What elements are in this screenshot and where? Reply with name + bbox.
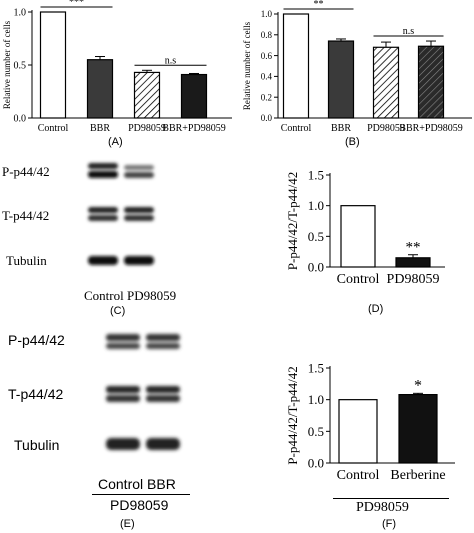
category-label-a: BBR xyxy=(90,123,110,134)
blot-e-row-label-t: T-p44/42 xyxy=(8,386,64,402)
y-axis-label-b: Relative number of cells xyxy=(242,21,252,110)
y-axis-label-f: P-p44/42/T-p44/42 xyxy=(285,366,300,464)
blot-c-row-label-p: P-p44/42 xyxy=(2,164,50,179)
category-label-f: Control xyxy=(337,468,380,483)
y-tick-label-d: 0.5 xyxy=(308,229,324,244)
y-tick-label-f: 0.0 xyxy=(308,456,324,471)
significance-mark-d: ** xyxy=(406,240,421,256)
y-tick-label-a: 0.5 xyxy=(14,61,27,72)
y-tick-label-f: 0.5 xyxy=(308,424,324,439)
category-label-b: BBR xyxy=(331,123,351,134)
bar-a xyxy=(180,73,208,119)
category-label-b: Control xyxy=(281,123,312,134)
chart-f-group-line xyxy=(333,498,449,499)
blot-e-group-line xyxy=(92,494,190,495)
category-label-d: Control xyxy=(337,272,380,287)
chart-f: 0.0 0.5 1.0 1.5 P-p44/42/T-p44/42 Control Berb… xyxy=(285,361,455,483)
blot-c-row-label-tubulin: Tubulin xyxy=(6,253,47,268)
bar-a xyxy=(86,59,114,119)
bar-a xyxy=(133,71,161,119)
panel-label-e: (E) xyxy=(120,518,135,530)
y-tick-label-f: 1.0 xyxy=(308,392,324,407)
blot-e-row-label-tubulin: Tubulin xyxy=(14,437,60,453)
chart-f-group-label: PD98059 xyxy=(356,500,409,515)
blot-e-group-label: PD98059 xyxy=(110,497,169,513)
bar-d xyxy=(395,257,431,268)
panel-label-b: (B) xyxy=(345,136,360,148)
blot-c-image xyxy=(80,155,170,285)
bar-a xyxy=(39,11,67,119)
significance-mark-b: n.s xyxy=(403,26,415,37)
bar-f xyxy=(398,393,438,464)
bar-b xyxy=(282,13,310,119)
category-label-a: PD98059 xyxy=(128,123,166,134)
y-axis-label-a: Relative number of cells xyxy=(2,20,12,109)
category-label-f: Berberine xyxy=(390,468,445,483)
chart-b: 0.0 0.2 0.4 0.6 0.8 1.0 Relative number of cel… xyxy=(242,0,472,134)
y-tick-label-a: 0.0 xyxy=(14,114,27,125)
bar-b xyxy=(327,40,355,119)
panel-label-d: (D) xyxy=(368,303,384,315)
bar-f xyxy=(338,399,378,464)
y-tick-label-d: 0.0 xyxy=(308,260,324,275)
y-tick-label-b: 1.0 xyxy=(261,9,273,19)
panel-label-a: (A) xyxy=(108,136,123,148)
blot-c-row-label-t: T-p44/42 xyxy=(2,208,50,223)
y-tick-label-d: 1.5 xyxy=(308,168,324,183)
bar-b xyxy=(372,46,400,119)
bar-d xyxy=(340,205,376,268)
y-tick-label-a: 1.0 xyxy=(14,8,27,19)
category-label-b: BBR+PD98059 xyxy=(399,123,462,134)
category-label-a: Control xyxy=(38,123,69,134)
blot-e-row-label-p: P-p44/42 xyxy=(8,332,65,348)
bar-b xyxy=(417,45,445,119)
significance-mark-a: n.s xyxy=(165,55,177,66)
y-tick-label-d: 1.0 xyxy=(308,198,324,213)
panel-label-f: (F) xyxy=(382,518,397,530)
y-tick-label-f: 1.5 xyxy=(308,361,324,376)
category-label-b: PD98059 xyxy=(367,123,405,134)
y-tick-label-b: 0.2 xyxy=(261,92,272,102)
significance-mark-b: ** xyxy=(314,0,324,10)
category-label-a: BBR+PD98059 xyxy=(162,123,225,134)
blot-c-lane-labels: Control PD98059 xyxy=(84,288,177,303)
significance-mark-f: * xyxy=(414,377,422,394)
category-label-d: PD98059 xyxy=(387,272,440,287)
chart-d: 0.0 0.5 1.0 1.5 P-p44/42/T-p44/42 Control PD98… xyxy=(285,168,445,287)
blot-e-image xyxy=(96,322,191,467)
y-tick-label-b: 0.8 xyxy=(261,30,273,40)
y-tick-label-b: 0.0 xyxy=(261,113,273,123)
y-axis-label-d: P-p44/42/T-p44/42 xyxy=(285,172,300,270)
panel-label-c: (C) xyxy=(110,305,126,317)
y-tick-label-b: 0.4 xyxy=(261,72,273,82)
significance-mark-a: *** xyxy=(69,0,84,8)
y-tick-label-b: 0.6 xyxy=(261,51,273,61)
blot-e-lane-labels: Control BBR xyxy=(98,476,176,492)
